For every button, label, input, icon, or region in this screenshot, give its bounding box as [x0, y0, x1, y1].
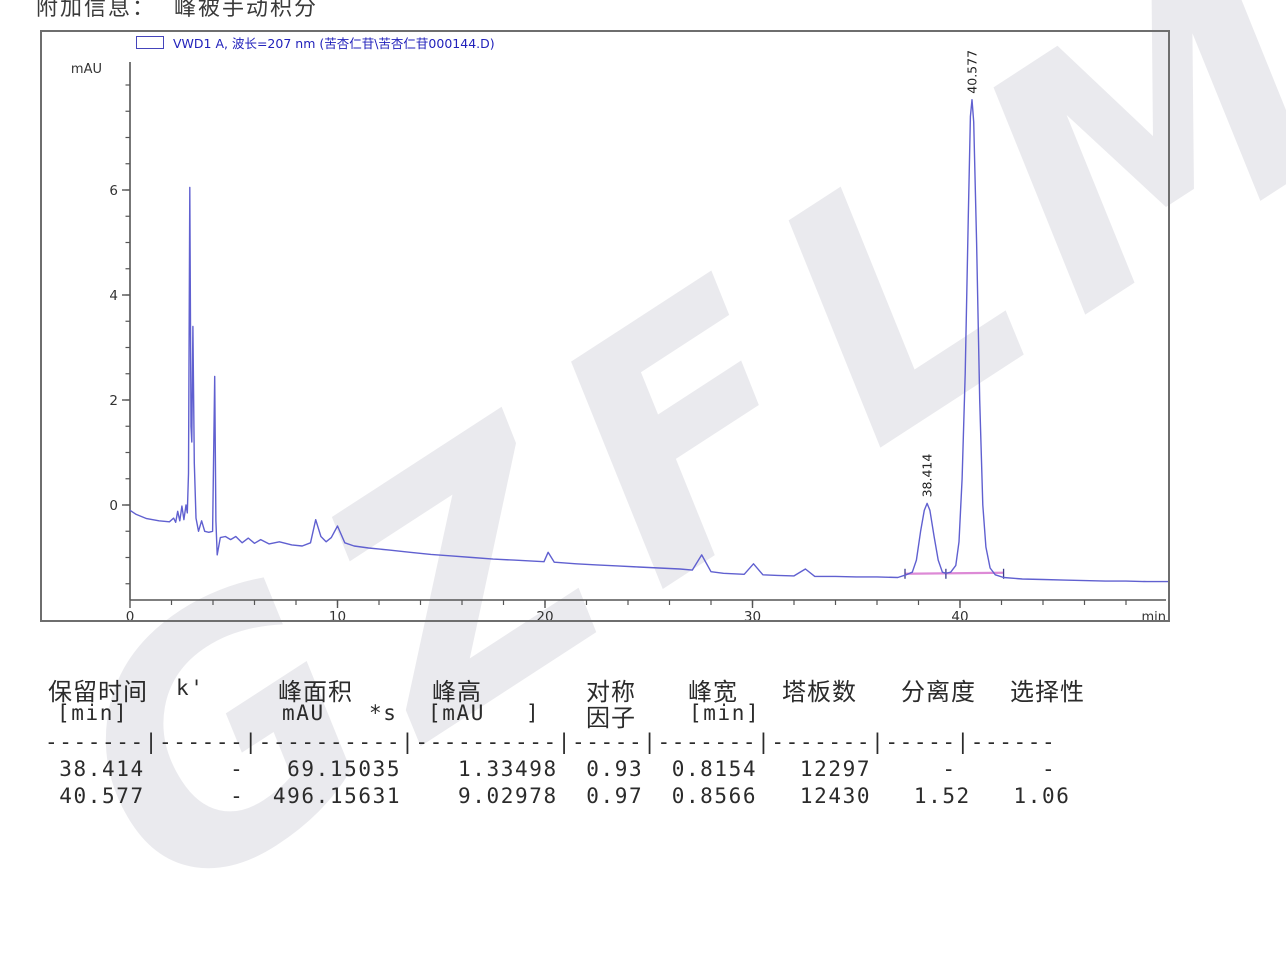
peak-rt-label: 40.577 [965, 50, 980, 94]
unit-mau: mAU [282, 701, 325, 725]
additional-info-note: 附加信息： 峰被手动积分 [36, 0, 318, 21]
unit-min-width: [min] [689, 701, 761, 725]
col-header-resolution: 分离度 [901, 678, 976, 706]
col-header-selectivity: 选择性 [1010, 678, 1085, 706]
legend-label: VWD1 A, 波长=207 nm (苦杏仁苷\苦杏仁苷000144.D) [173, 35, 495, 51]
chromatogram-svg: 0 2 4 6 0 10 20 30 40 mAU min 38.414 40.577 [71, 50, 1168, 620]
unit-times-s: *s [369, 701, 398, 725]
svg-text:min: min [1141, 610, 1166, 620]
col-header-plates: 塔板数 [782, 678, 857, 706]
svg-text:6: 6 [109, 183, 118, 199]
col-header-peak-height: 峰高 [432, 678, 482, 706]
table-row-peak-2: 40.577 - 496.15631 9.02978 0.97 0.8566 1… [45, 784, 1071, 808]
col-header-factor: 因子 [586, 704, 636, 732]
svg-text:20: 20 [536, 609, 553, 620]
svg-text:10: 10 [329, 609, 346, 620]
svg-text:0: 0 [126, 609, 135, 620]
svg-text:30: 30 [744, 609, 761, 620]
svg-text:mAU: mAU [71, 62, 102, 77]
peak-rt-label: 38.414 [920, 454, 935, 498]
svg-text:4: 4 [109, 288, 118, 304]
unit-min-retention: [min] [57, 701, 129, 725]
table-separator: -------|------|----------|----------|---… [45, 730, 1057, 754]
unit-mau-bracket: [mAU [428, 701, 485, 725]
table-row-peak-1: 38.414 - 69.15035 1.33498 0.93 0.8154 12… [45, 757, 1057, 781]
chart-legend: VWD1 A, 波长=207 nm (苦杏仁苷\苦杏仁苷000144.D) [136, 34, 495, 51]
col-header-symmetry: 对称 [586, 678, 636, 706]
col-header-peak-width: 峰宽 [688, 678, 738, 706]
peak-results-table: 保留时间 k' 峰面积 峰高 对称 峰宽 塔板数 分离度 选择性 [min] m… [45, 676, 1085, 808]
col-header-retention-time: 保留时间 [48, 678, 148, 706]
chromatogram-frame: 0 2 4 6 0 10 20 30 40 mAU min 38.414 40.577 VWD1 A, … [40, 30, 1170, 622]
col-header-k-prime: k' [176, 676, 205, 700]
svg-text:0: 0 [109, 498, 118, 514]
legend-line-swatch [136, 35, 164, 49]
svg-text:2: 2 [109, 393, 118, 409]
svg-text:40: 40 [951, 609, 968, 620]
col-header-peak-area: 峰面积 [278, 678, 353, 706]
unit-bracket-close: ] [526, 701, 541, 725]
